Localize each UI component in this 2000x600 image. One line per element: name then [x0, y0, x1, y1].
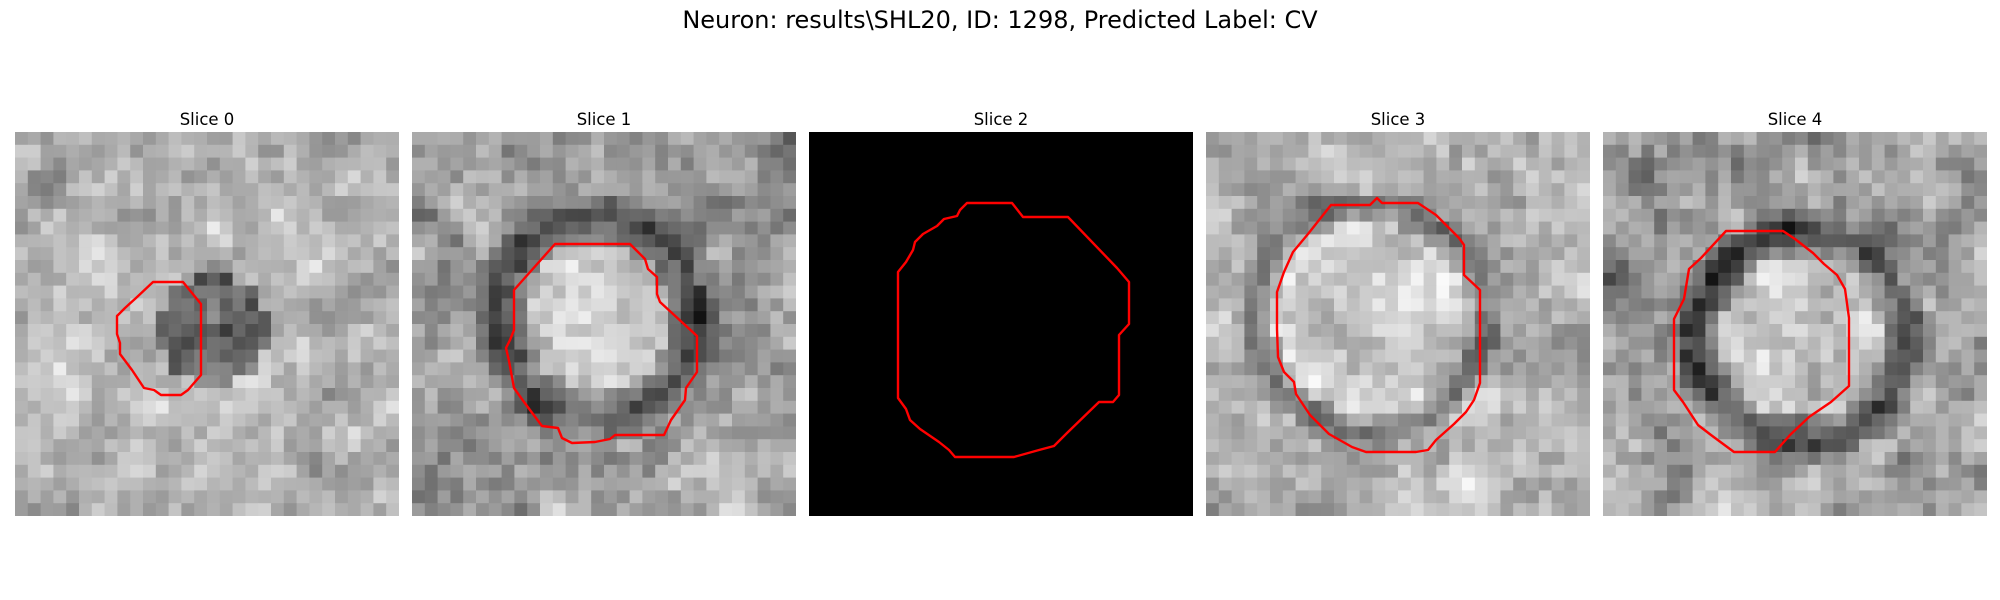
roi-contour	[504, 242, 699, 445]
slice-panel-4: Slice 4	[1603, 108, 1987, 516]
slice-title-4: Slice 4	[1767, 110, 1823, 129]
roi-contour	[115, 280, 203, 397]
slice-image-1	[412, 132, 796, 516]
pixel-grid	[1206, 132, 1590, 516]
slice-title-0: Slice 0	[179, 110, 235, 129]
slice-title-1: Slice 1	[576, 110, 632, 129]
slice-image-0	[15, 132, 399, 516]
pixel-grid	[1603, 132, 1987, 516]
roi-contour	[896, 201, 1131, 459]
pixel-grid	[15, 132, 399, 516]
figure-title: Neuron: results\SHL20, ID: 1298, Predict…	[682, 6, 1318, 34]
slice-panel-0: Slice 0	[15, 108, 399, 516]
slice-image-2	[809, 132, 1193, 516]
slice-panel-1: Slice 1	[412, 108, 796, 516]
slice-title-3: Slice 3	[1370, 110, 1426, 129]
slice-title-2: Slice 2	[973, 110, 1029, 129]
roi-contour	[1275, 196, 1482, 454]
pixel-grid	[412, 132, 796, 516]
roi-contour	[1672, 229, 1851, 454]
slice-panel-3: Slice 3	[1206, 108, 1590, 516]
slice-background	[809, 132, 1193, 516]
slice-image-3	[1206, 132, 1590, 516]
slice-panel-2: Slice 2	[809, 108, 1193, 516]
slice-image-4	[1603, 132, 1987, 516]
